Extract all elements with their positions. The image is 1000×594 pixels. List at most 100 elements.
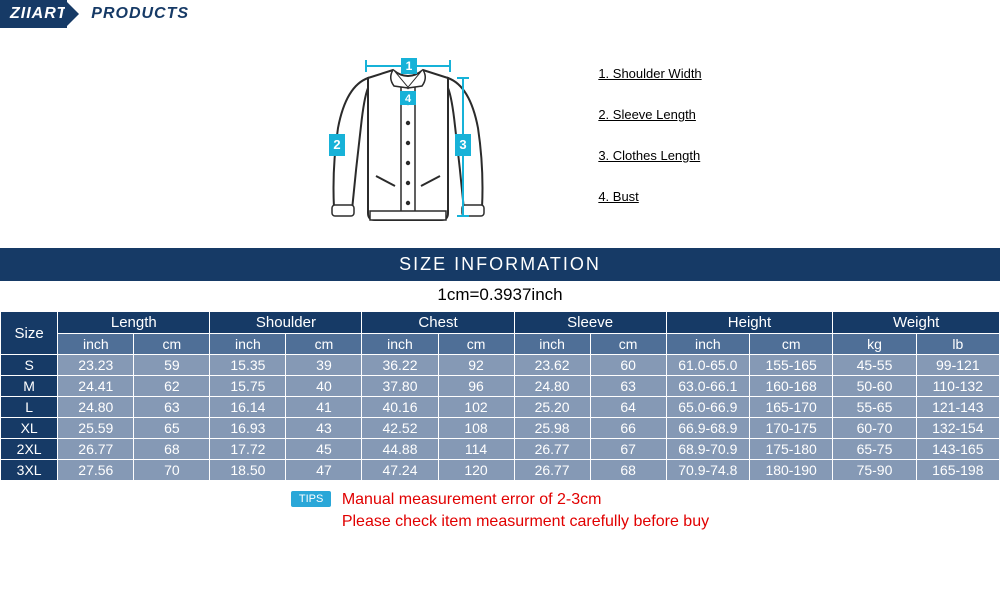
col-height: Height (666, 312, 833, 334)
cell-value: 36.22 (362, 355, 438, 376)
cell-value: 26.77 (514, 460, 590, 481)
cell-value: 67 (590, 439, 666, 460)
cell-value: 66 (590, 418, 666, 439)
cell-value: 60-70 (833, 418, 916, 439)
cell-value: 17.72 (210, 439, 286, 460)
size-info-banner: SIZE INFORMATION (0, 248, 1000, 281)
chevron-right-icon (65, 0, 79, 28)
cell-value: 18.50 (210, 460, 286, 481)
cell-value: 70 (134, 460, 210, 481)
tips-line-1: Manual measurement error of 2-3cm (342, 491, 602, 508)
cell-value: 40 (286, 376, 362, 397)
cell-value: 160-168 (749, 376, 832, 397)
cell-value: 44.88 (362, 439, 438, 460)
cell-size: 2XL (1, 439, 58, 460)
table-unit-header: inchcm inchcm inchcm inchcm inchcm kglb (1, 334, 1000, 355)
cell-size: L (1, 397, 58, 418)
cell-value: 16.93 (210, 418, 286, 439)
col-chest: Chest (362, 312, 514, 334)
tips-line-2: Please check item measurment carefully b… (342, 513, 709, 530)
marker-3: 3 (460, 137, 467, 152)
cell-value: 61.0-65.0 (666, 355, 749, 376)
header-bar: ZIIART PRODUCTS (0, 0, 1000, 28)
cell-value: 75-90 (833, 460, 916, 481)
marker-2: 2 (334, 137, 341, 152)
cell-value: 25.59 (58, 418, 134, 439)
cell-value: 43 (286, 418, 362, 439)
cell-value: 114 (438, 439, 514, 460)
cell-value: 23.62 (514, 355, 590, 376)
cell-value: 47.24 (362, 460, 438, 481)
cell-size: 3XL (1, 460, 58, 481)
cell-value: 165-170 (749, 397, 832, 418)
legend-item: 1. Shoulder Width (598, 66, 701, 81)
table-row: S23.235915.353936.229223.626061.0-65.015… (1, 355, 1000, 376)
cell-value: 60 (590, 355, 666, 376)
marker-4: 4 (405, 93, 412, 105)
cell-value: 41 (286, 397, 362, 418)
table-row: XL25.596516.934342.5210825.986666.9-68.9… (1, 418, 1000, 439)
cell-value: 96 (438, 376, 514, 397)
col-size: Size (1, 312, 58, 355)
cell-value: 27.56 (58, 460, 134, 481)
cell-value: 63 (134, 397, 210, 418)
cell-value: 25.20 (514, 397, 590, 418)
cell-value: 143-165 (916, 439, 999, 460)
cell-value: 26.77 (514, 439, 590, 460)
cell-value: 68.9-70.9 (666, 439, 749, 460)
cell-value: 40.16 (362, 397, 438, 418)
cell-value: 45-55 (833, 355, 916, 376)
conversion-note: 1cm=0.3937inch (0, 281, 1000, 311)
cell-value: 26.77 (58, 439, 134, 460)
cell-value: 65.0-66.9 (666, 397, 749, 418)
cell-value: 108 (438, 418, 514, 439)
cell-value: 37.80 (362, 376, 438, 397)
cell-value: 15.75 (210, 376, 286, 397)
cell-value: 65 (134, 418, 210, 439)
cell-size: S (1, 355, 58, 376)
col-shoulder: Shoulder (210, 312, 362, 334)
col-length: Length (58, 312, 210, 334)
tips-badge: TIPS (291, 491, 331, 507)
table-row: 2XL26.776817.724544.8811426.776768.9-70.… (1, 439, 1000, 460)
tips-row: TIPS Manual measurement error of 2-3cm P… (0, 489, 1000, 534)
cell-value: 102 (438, 397, 514, 418)
cell-value: 42.52 (362, 418, 438, 439)
diagram-legend: 1. Shoulder Width 2. Sleeve Length 3. Cl… (598, 48, 701, 204)
cell-value: 121-143 (916, 397, 999, 418)
top-panel: 1 2 3 4 1. Shoulder Width 2. Sleeve Leng… (0, 28, 1000, 248)
cell-value: 59 (134, 355, 210, 376)
cell-value: 63.0-66.1 (666, 376, 749, 397)
size-table: Size Length Shoulder Chest Sleeve Height… (0, 311, 1000, 481)
cell-value: 25.98 (514, 418, 590, 439)
cell-value: 45 (286, 439, 362, 460)
legend-item: 4. Bust (598, 189, 701, 204)
jacket-diagram: 1 2 3 4 (298, 48, 518, 238)
cell-value: 68 (590, 460, 666, 481)
table-row: L24.806316.144140.1610225.206465.0-66.91… (1, 397, 1000, 418)
cell-value: 62 (134, 376, 210, 397)
marker-1: 1 (406, 59, 413, 73)
cell-value: 16.14 (210, 397, 286, 418)
cell-value: 68 (134, 439, 210, 460)
col-weight: Weight (833, 312, 1000, 334)
tips-text: Manual measurement error of 2-3cm Please… (342, 489, 709, 534)
col-sleeve: Sleeve (514, 312, 666, 334)
cell-value: 99-121 (916, 355, 999, 376)
cell-value: 39 (286, 355, 362, 376)
cell-value: 65-75 (833, 439, 916, 460)
cell-size: XL (1, 418, 58, 439)
brand-text: ZIIART (10, 5, 67, 23)
table-row: 3XL27.567018.504747.2412026.776870.9-74.… (1, 460, 1000, 481)
section-title: PRODUCTS (91, 5, 189, 23)
cell-value: 66.9-68.9 (666, 418, 749, 439)
cell-value: 24.80 (58, 397, 134, 418)
cell-value: 50-60 (833, 376, 916, 397)
cell-size: M (1, 376, 58, 397)
cell-value: 24.41 (58, 376, 134, 397)
cell-value: 55-65 (833, 397, 916, 418)
cell-value: 47 (286, 460, 362, 481)
table-row: M24.416215.754037.809624.806363.0-66.116… (1, 376, 1000, 397)
cell-value: 70.9-74.8 (666, 460, 749, 481)
legend-item: 2. Sleeve Length (598, 107, 701, 122)
